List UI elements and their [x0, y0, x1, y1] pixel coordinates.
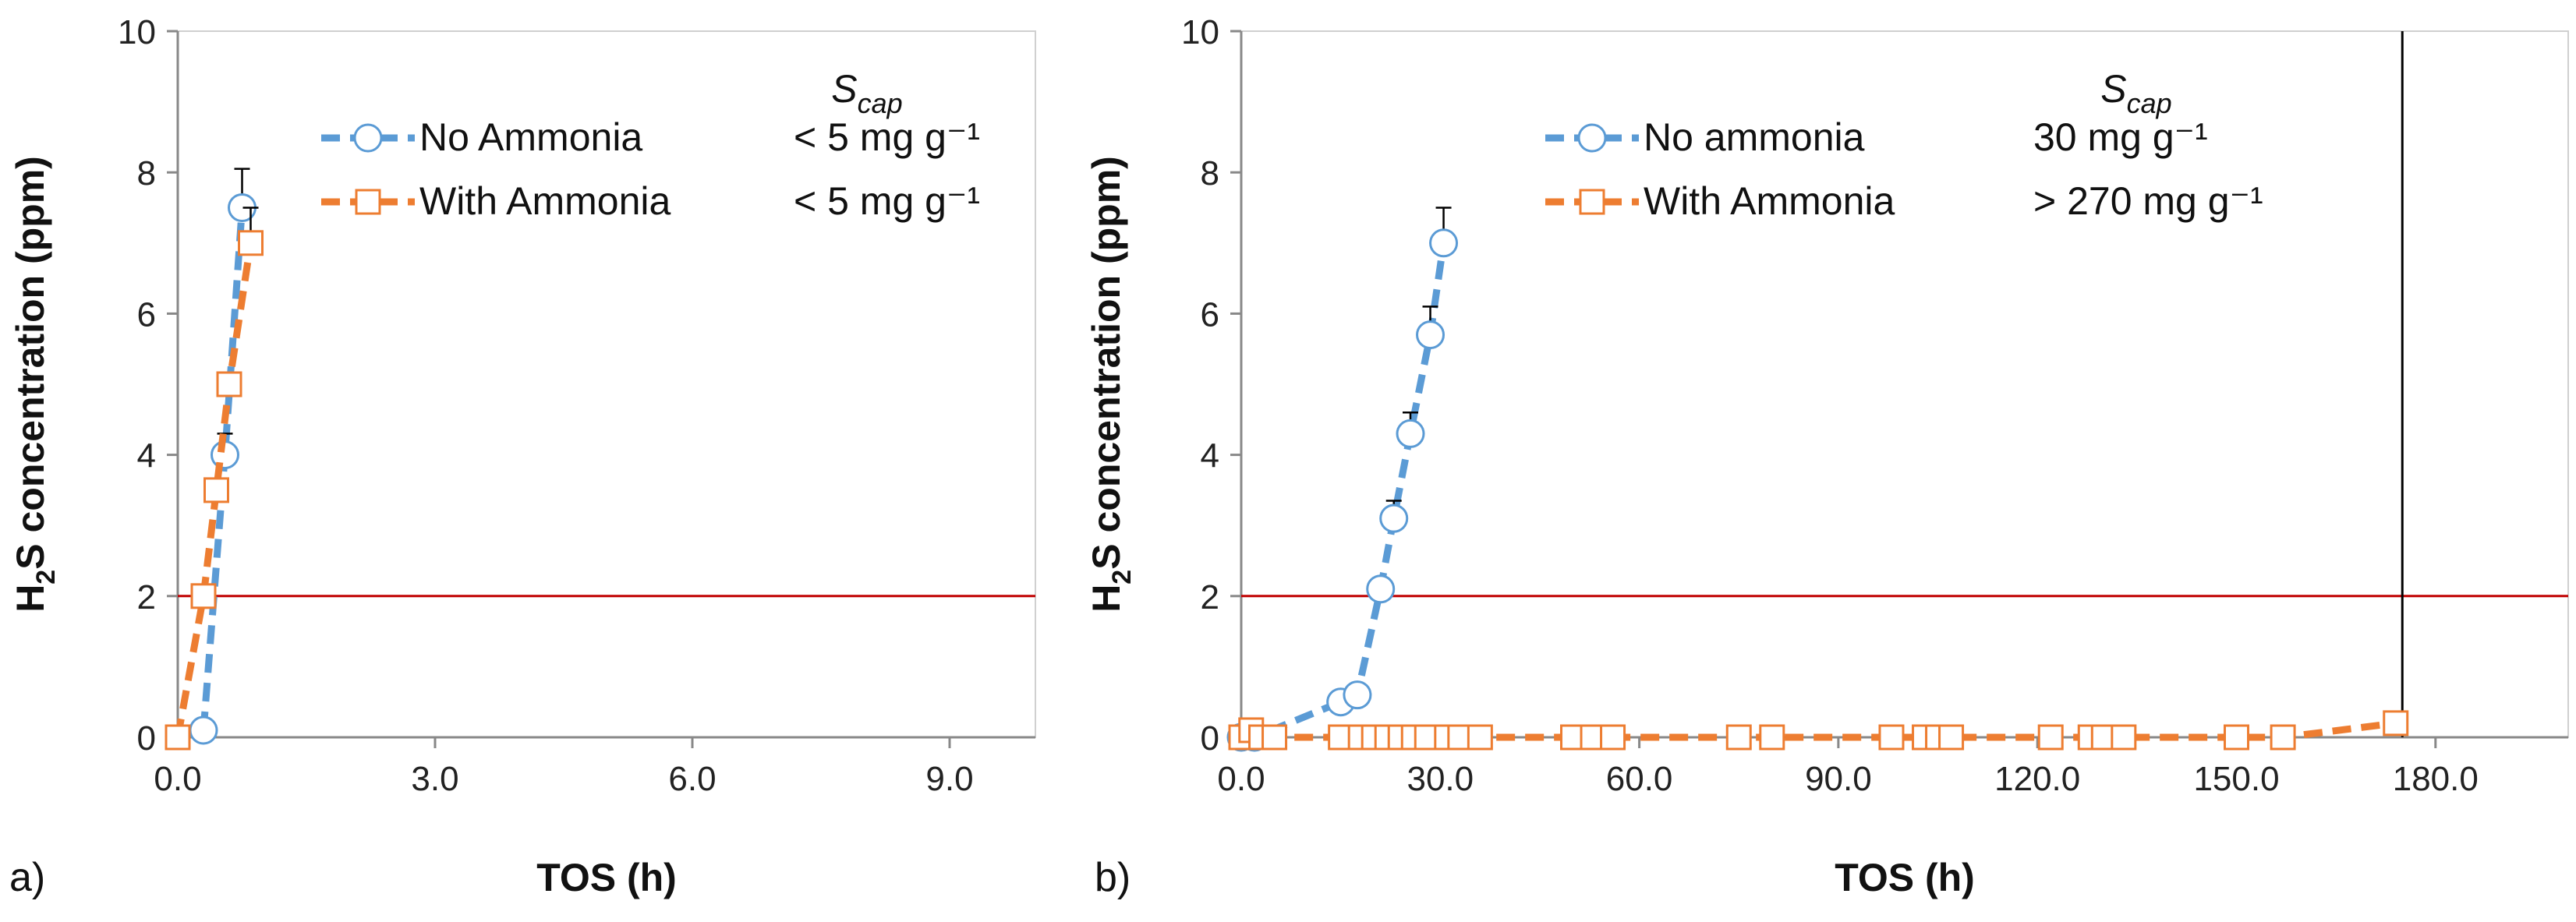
data-point-square [1261, 724, 1288, 751]
y-axis-title: H2S concentration (ppm) [1085, 156, 1137, 613]
x-tick-label: 120.0 [1994, 760, 2080, 798]
legend-series-label: With Ammonia [1644, 179, 1895, 223]
series-line-no-ammonia [1241, 242, 1448, 741]
data-point-square [1759, 724, 1785, 751]
x-tick-label: 6.0 [668, 760, 716, 798]
data-point-square [1878, 724, 1905, 751]
x-tick-label: 30.0 [1407, 760, 1474, 798]
plot-area-border [1240, 30, 2569, 738]
data-point-square [216, 371, 242, 397]
data-point-circle [189, 715, 218, 745]
data-point-square [1725, 724, 1752, 751]
data-point-circle [1379, 503, 1409, 533]
legend-scap-value: < 5 mg g⁻¹ [794, 115, 980, 159]
y-axis-title: H2S concentration (ppm) [9, 156, 61, 613]
x-axis-title: TOS (h) [536, 856, 677, 899]
y-tick-label: 2 [1201, 578, 1219, 616]
series-line-with-ammonia [174, 242, 254, 738]
y-tick-label: 4 [137, 437, 156, 475]
data-point-square [238, 230, 264, 256]
data-point-square [190, 583, 217, 609]
legend-scap-header: Scap [831, 67, 902, 119]
data-point-square [2111, 724, 2137, 751]
x-tick-label: 180.0 [2393, 760, 2479, 798]
y-tick-label: 0 [137, 719, 156, 758]
y-tick-label: 6 [1201, 295, 1219, 334]
y-tick-label: 2 [137, 578, 156, 616]
data-point-circle [1396, 419, 1425, 448]
legend-scap-header: Scap [2100, 67, 2171, 119]
y-tick-label: 8 [1201, 154, 1219, 193]
legend-series-label: No ammonia [1644, 115, 1865, 159]
data-point-square [2224, 724, 2249, 751]
y-tick-label: 10 [118, 13, 156, 51]
legend-marker-square [355, 189, 381, 215]
x-tick-label: 3.0 [411, 760, 458, 798]
data-point-square [1600, 724, 1626, 751]
data-point-circle [1366, 574, 1396, 604]
data-point-square [2383, 710, 2409, 737]
data-point-square [1467, 724, 1493, 751]
data-point-circle [1343, 680, 1372, 710]
legend-marker-circle [353, 123, 383, 153]
legend-scap-value: < 5 mg g⁻¹ [794, 179, 980, 223]
legend-scap-value: > 270 mg g⁻¹ [2033, 179, 2263, 223]
data-point-square [1938, 724, 1965, 751]
x-tick-label: 9.0 [925, 760, 973, 798]
data-point-square [203, 477, 229, 503]
y-tick-label: 8 [137, 154, 156, 193]
data-point-square [2270, 724, 2296, 751]
chart-panel-b: 0 2 4 6 8 10 0.0 30.0 60.0 90.0 120.0 150.0 180.0 TOS… [1085, 13, 2569, 900]
chart-panel-a: 0 2 4 6 8 10 0.0 3.0 6.0 9.0 TOS (h) H2S concentrat… [9, 13, 1036, 900]
x-tick-label: 0.0 [1217, 760, 1265, 798]
y-tick-label: 0 [1201, 719, 1219, 758]
legend-scap-value: 30 mg g⁻¹ [2033, 115, 2208, 159]
legend-series-label: With Ammonia [419, 179, 671, 223]
data-point-square [165, 724, 191, 751]
x-axis-title: TOS (h) [1835, 856, 1975, 899]
legend-marker-square [1579, 189, 1605, 215]
panel-label: a) [9, 855, 45, 900]
data-point-circle [1416, 320, 1445, 350]
legend-series-label: No Ammonia [419, 115, 642, 159]
panel-label: b) [1095, 855, 1131, 900]
legend-marker-circle [1577, 123, 1607, 153]
y-tick-label: 10 [1181, 13, 1219, 51]
y-tick-label: 4 [1201, 437, 1219, 475]
x-tick-label: 150.0 [2193, 760, 2279, 798]
x-tick-label: 0.0 [154, 760, 201, 798]
x-tick-label: 90.0 [1805, 760, 1872, 798]
x-tick-label: 60.0 [1606, 760, 1673, 798]
y-tick-label: 6 [137, 295, 156, 334]
data-point-square [2037, 724, 2064, 751]
data-point-circle [1429, 228, 1459, 258]
